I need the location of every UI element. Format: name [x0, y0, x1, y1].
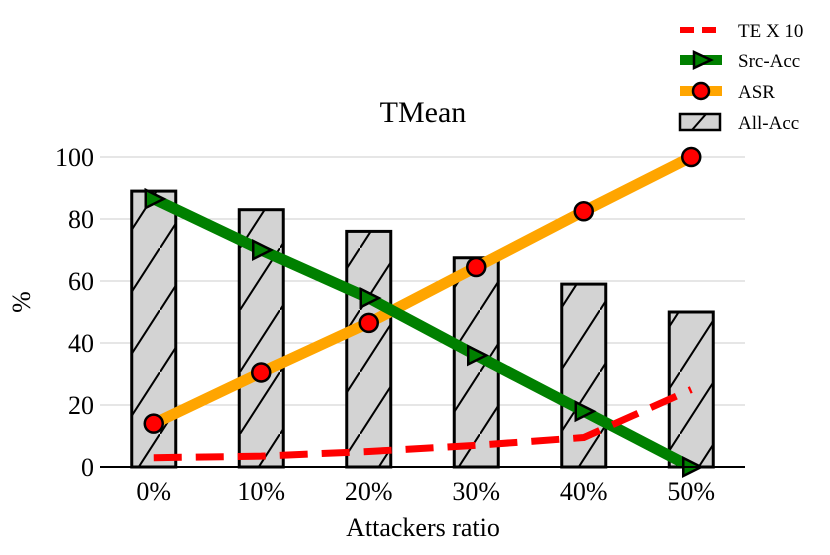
- marker-asr: [251, 362, 272, 383]
- x-tick-labels: 0% 10% 20% 30% 40% 50%: [136, 477, 715, 506]
- legend-label-asr: ASR: [738, 82, 775, 103]
- marker-src-acc: [359, 287, 382, 310]
- marker-asr: [358, 312, 379, 334]
- line-te-x-10: [153, 386, 693, 462]
- marker-asr: [466, 256, 487, 278]
- y-tick-label: 20: [68, 391, 94, 420]
- marker-asr: [681, 146, 702, 168]
- legend-marker-src-acc: [692, 50, 714, 70]
- x-tick-label: 0%: [136, 477, 171, 506]
- bar-all-acc: [345, 229, 393, 469]
- y-tick-labels: 0 20 40 60 80 100: [55, 143, 94, 482]
- marker-src-acc: [574, 400, 597, 423]
- marker-src-acc: [144, 187, 167, 210]
- legend-swatch-all-acc: [678, 112, 722, 132]
- line-asr: [151, 152, 694, 429]
- legend-label-src-acc: Src-Acc: [738, 51, 800, 72]
- x-tick-label: 50%: [667, 477, 715, 506]
- marker-asr: [143, 413, 164, 434]
- x-tick-label: 40%: [560, 477, 608, 506]
- y-axis-label: %: [7, 291, 36, 313]
- y-tick-label: 60: [68, 267, 94, 296]
- series-lines: [151, 152, 694, 472]
- y-tick-label: 0: [81, 453, 94, 482]
- marker-src-acc: [467, 344, 490, 367]
- legend-label-all-acc: All-Acc: [738, 113, 799, 134]
- y-tick-label: 100: [55, 143, 94, 172]
- legend: TE X 10 Src-Acc ASR All-Acc: [678, 21, 803, 134]
- y-tick-label: 80: [68, 205, 94, 234]
- marker-src-acc: [252, 238, 275, 262]
- y-tick-label: 40: [68, 329, 94, 358]
- legend-label-te-x-10: TE X 10: [738, 21, 803, 42]
- x-axis-label: Attackers ratio: [346, 513, 500, 542]
- series-markers: [143, 146, 705, 479]
- gridlines: [100, 156, 745, 468]
- marker-asr: [573, 201, 594, 222]
- chart-title: TMean: [380, 96, 467, 129]
- x-tick-label: 10%: [237, 477, 285, 506]
- legend-marker-asr: [691, 81, 711, 101]
- x-tick-label: 20%: [345, 477, 393, 506]
- line-src-acc: [151, 193, 694, 472]
- x-tick-label: 30%: [452, 477, 500, 506]
